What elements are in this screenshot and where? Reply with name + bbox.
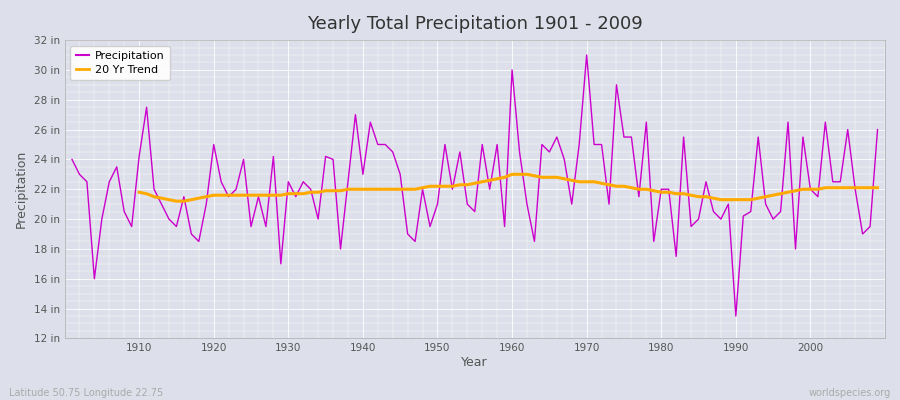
Precipitation	[604, 202, 615, 206]
Precipitation	[126, 224, 137, 229]
20 Yr Trend	[335, 188, 346, 193]
Title: Yearly Total Precipitation 1901 - 2009: Yearly Total Precipitation 1901 - 2009	[307, 15, 643, 33]
Precipitation	[67, 157, 77, 162]
Precipitation	[291, 194, 302, 199]
Precipitation	[731, 314, 742, 318]
20 Yr Trend	[500, 175, 510, 180]
Y-axis label: Precipitation: Precipitation	[15, 150, 28, 228]
20 Yr Trend	[596, 181, 607, 186]
Precipitation	[507, 68, 517, 72]
X-axis label: Year: Year	[462, 356, 488, 369]
Precipitation	[872, 127, 883, 132]
20 Yr Trend	[291, 191, 302, 196]
Text: worldspecies.org: worldspecies.org	[809, 388, 891, 398]
Text: Latitude 50.75 Longitude 22.75: Latitude 50.75 Longitude 22.75	[9, 388, 163, 398]
Line: 20 Yr Trend: 20 Yr Trend	[140, 174, 878, 201]
20 Yr Trend	[507, 172, 517, 177]
20 Yr Trend	[872, 185, 883, 190]
Line: Precipitation: Precipitation	[72, 55, 878, 316]
Legend: Precipitation, 20 Yr Trend: Precipitation, 20 Yr Trend	[70, 46, 170, 80]
Precipitation	[500, 224, 510, 229]
Precipitation	[581, 53, 592, 58]
Precipitation	[335, 246, 346, 251]
